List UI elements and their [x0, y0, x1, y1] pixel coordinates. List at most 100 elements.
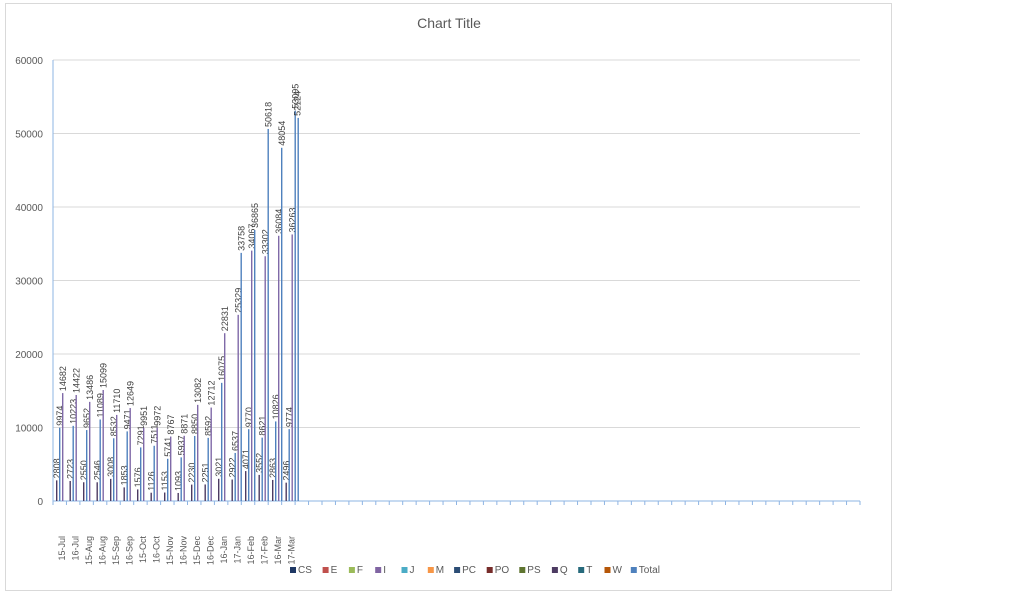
data-label-q: 2550: [79, 460, 89, 480]
x-tick-label: 15-Nov: [165, 536, 175, 566]
y-tick-label: 50000: [15, 130, 43, 141]
data-label-q: 1126: [147, 471, 157, 490]
bar-q: [137, 489, 139, 501]
data-label-total: 8532: [109, 416, 119, 436]
data-label-q: 2922: [228, 457, 238, 477]
bar-total: [234, 452, 236, 501]
chart-title: Chart Title: [417, 15, 481, 31]
data-label-secondary: 9972: [153, 406, 163, 426]
bar-q: [272, 479, 274, 501]
bar-secondary: [210, 407, 212, 501]
legend-label: W: [613, 565, 623, 576]
data-label-peak: 36865: [250, 203, 260, 228]
bar-q: [56, 480, 58, 501]
x-tick-label: 16-Aug: [98, 536, 108, 565]
bar-total: [180, 457, 182, 501]
data-label-total: 9652: [82, 408, 92, 428]
bar-q: [96, 482, 98, 501]
chart-frame: [5, 3, 892, 591]
x-tick-label: 16-Feb: [246, 536, 256, 565]
data-label-q: 1153: [160, 471, 170, 490]
x-tick-label: 17-Mar: [287, 536, 297, 565]
data-label-q: 2723: [66, 459, 76, 479]
x-tick-label: 16-Nov: [179, 536, 189, 566]
data-label-q: 2496: [282, 461, 292, 481]
legend-label: E: [331, 565, 338, 576]
data-label-secondary: 14422: [72, 368, 82, 393]
legend-swatch: [551, 567, 558, 573]
data-label-total: 10223: [69, 399, 79, 424]
bar-total: [86, 430, 88, 501]
data-label-total: 11089: [96, 393, 106, 417]
legend-label: PO: [495, 565, 510, 576]
bar-q: [123, 487, 125, 501]
x-tick-label: 16-Sep: [125, 536, 135, 565]
data-label-secondary: 36084: [274, 209, 284, 234]
data-label-q: 2546: [93, 460, 103, 480]
y-tick-label: 0: [37, 497, 43, 508]
legend-swatch: [578, 567, 585, 573]
data-label-secondary: 15099: [99, 363, 109, 388]
data-label-q: 1576: [133, 467, 143, 487]
legend-swatch: [630, 567, 637, 573]
bar-total: [167, 458, 169, 501]
data-label-total: 6537: [231, 431, 241, 451]
bar-peak: [254, 230, 256, 502]
data-label-total: 9770: [244, 407, 254, 427]
y-tick-label: 30000: [15, 277, 43, 288]
data-label-secondary: 13486: [85, 375, 95, 400]
data-label-total: 5937: [177, 435, 187, 455]
legend-label: F: [357, 565, 363, 576]
data-label-total: 5741: [163, 437, 173, 457]
data-label-q: 1093: [174, 471, 184, 491]
data-label-q: 3008: [106, 457, 116, 477]
x-tick-label: 16-Mar: [273, 536, 283, 565]
legend-swatch: [486, 567, 493, 573]
x-tick-label: 15-Oct: [138, 536, 148, 564]
x-tick-label: 16-Jul: [71, 536, 81, 561]
legend-label: PS: [527, 565, 541, 576]
bar-total: [221, 382, 223, 501]
data-label-total: 16075: [217, 356, 227, 381]
bar-secondary: [237, 314, 239, 501]
data-label-secondary: 12712: [207, 381, 217, 406]
bar-q: [164, 492, 166, 501]
bar-q: [231, 479, 233, 501]
data-label-total: 8621: [258, 416, 268, 436]
bar-total: [275, 421, 277, 501]
data-label-q: 2863: [268, 458, 278, 478]
bar-q: [285, 482, 287, 501]
bar-q: [204, 484, 206, 501]
bar-secondary: [197, 404, 199, 501]
bar-total: [99, 419, 101, 501]
bar-q: [245, 471, 247, 501]
data-label-q: 1853: [120, 465, 130, 485]
data-label-peak: 48054: [277, 121, 287, 146]
bar-secondary: [251, 250, 253, 501]
bar-q: [191, 484, 193, 501]
bar-total: [194, 435, 196, 501]
bar-secondary: [224, 333, 226, 501]
bar-last: [297, 117, 299, 501]
bar-q: [177, 492, 179, 501]
data-label-total: 7511: [150, 424, 160, 443]
x-tick-label: 15-Sep: [111, 536, 121, 565]
x-tick-label: 17-Feb: [260, 536, 270, 565]
bar-secondary: [264, 256, 266, 501]
data-label-peak: 50618: [264, 102, 274, 127]
x-tick-label: 15-Dec: [192, 536, 202, 566]
bar-total: [140, 447, 142, 501]
bar-secondary: [62, 393, 64, 501]
bar-total: [113, 438, 115, 501]
data-label-secondary: 33302: [261, 229, 271, 254]
data-label-total: 8850: [190, 414, 200, 434]
y-tick-label: 20000: [15, 350, 43, 361]
bar-q: [69, 480, 71, 501]
data-label-secondary: 9951: [139, 406, 149, 426]
bar-secondary: [129, 408, 131, 501]
bar-total: [207, 437, 209, 501]
bar-secondary: [102, 390, 104, 501]
bar-q: [218, 478, 220, 501]
legend-swatch: [427, 567, 434, 573]
bar-peak: [267, 128, 269, 501]
